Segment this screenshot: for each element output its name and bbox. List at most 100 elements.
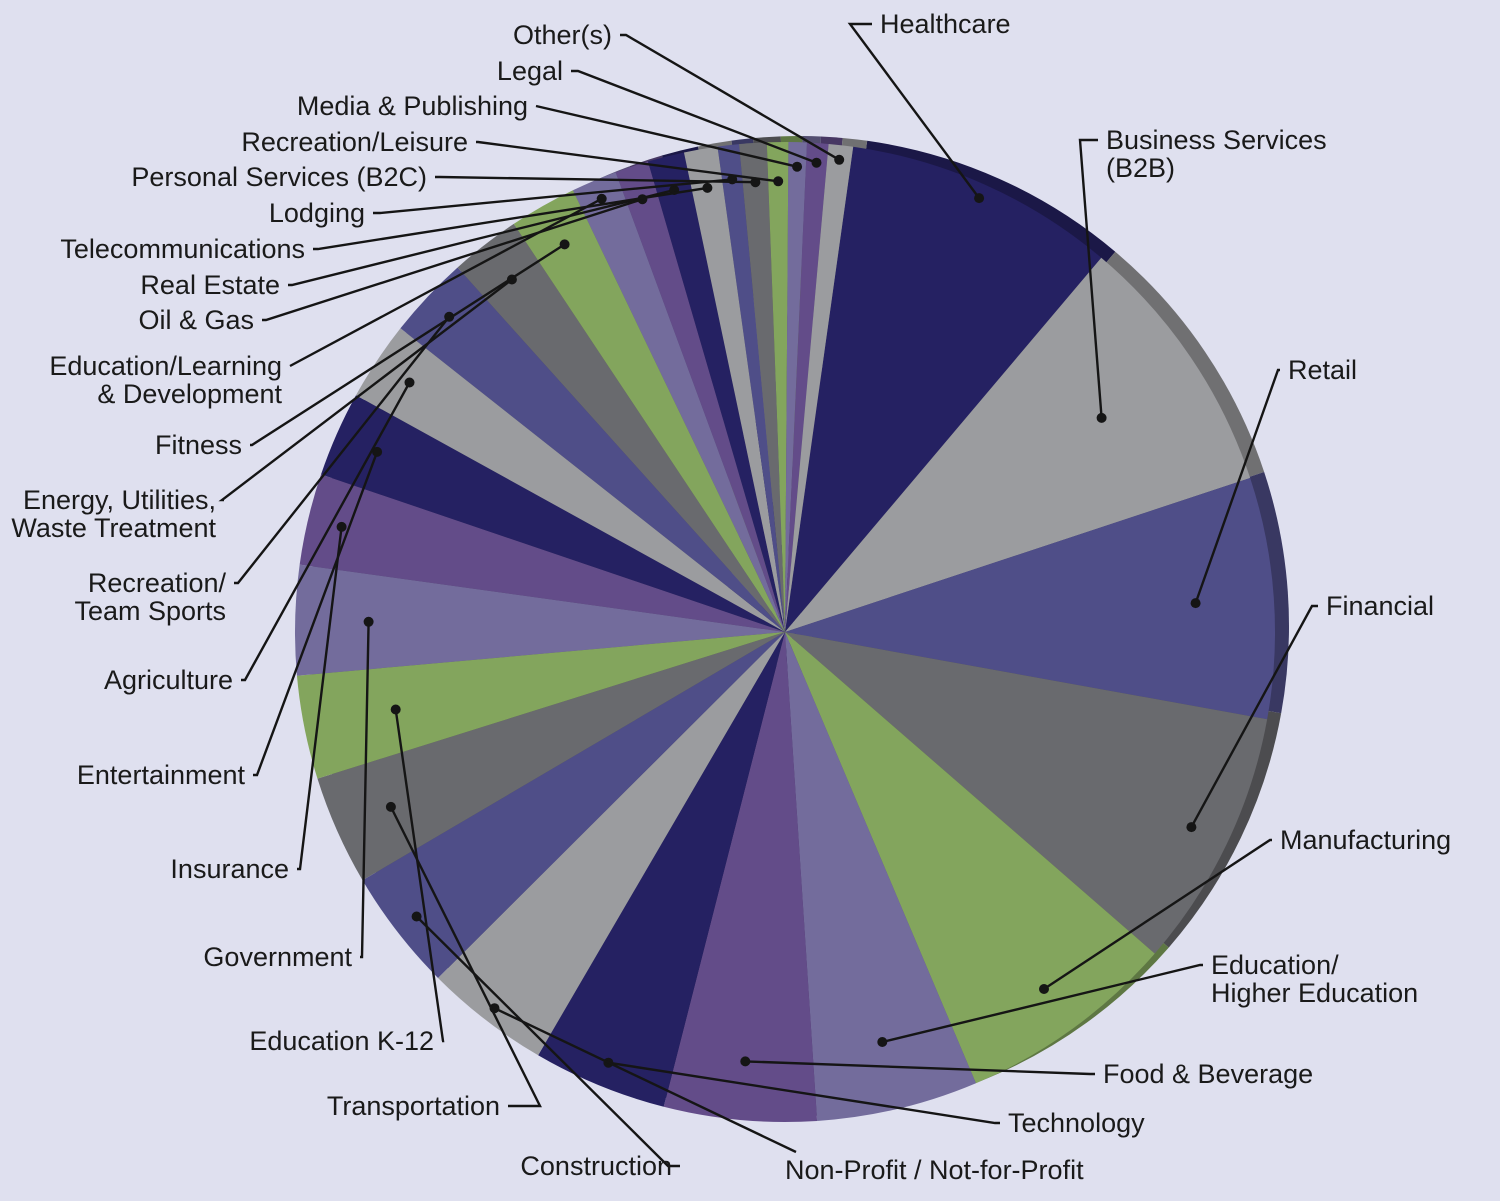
leader-line-fitness — [250, 243, 566, 447]
slice-retail — [785, 477, 1275, 720]
leader-line-education-learning-development — [289, 197, 603, 368]
slice-real-estate — [647, 152, 785, 632]
slice-label-transportation: Transportation — [327, 1091, 500, 1121]
leader-dot-manufacturing — [1039, 984, 1049, 994]
leader-line-recreation-leisure — [476, 140, 779, 183]
slice-label-education-higher-education: Education/Higher Education — [1211, 950, 1418, 1008]
slice-label-recreation-leisure: Recreation/Leisure — [241, 127, 468, 157]
slice-label-telecommunications: Telecommunications — [60, 234, 305, 264]
slice-other-s — [785, 143, 854, 632]
slice-label-business-services-b2b: Business Services (B2B) — [1106, 125, 1327, 183]
slice-label-construction: Construction — [520, 1151, 672, 1181]
leader-line-other-s — [620, 33, 840, 161]
slice-lodging — [717, 144, 785, 632]
leader-line-telecommunications — [313, 186, 708, 251]
leader-line-recreation-team-sports — [234, 316, 451, 585]
leader-line-legal — [571, 69, 817, 164]
pie-slices — [294, 141, 1275, 1123]
slice-telecommunications — [683, 146, 785, 633]
slice-healthcare — [785, 146, 1102, 632]
slice-labels: Healthcare Business Services (B2B) Retail Fi… — [11, 9, 1451, 1185]
leader-dot-construction — [411, 911, 422, 922]
slice-construction — [362, 632, 785, 978]
slice-recreation-leisure — [766, 141, 789, 632]
slice-manufacturing — [785, 632, 1155, 1084]
leader-line-lodging — [373, 178, 733, 215]
slice-education-higher-education — [785, 632, 976, 1121]
leader-dot-business-services-b2b — [1096, 412, 1107, 423]
slice-insurance — [299, 474, 785, 632]
leader-line-agriculture — [241, 381, 411, 682]
slice-label-personal-services-b2c: Personal Services (B2C) — [131, 162, 427, 192]
slice-oil-gas — [615, 161, 785, 633]
leader-dot-healthcare — [974, 193, 985, 204]
leader-dot-retail — [1190, 598, 1201, 609]
slice-label-oil-gas: Oil & Gas — [138, 305, 254, 335]
leader-line-education-k-12 — [394, 709, 445, 1043]
slice-food-beverage — [663, 632, 818, 1123]
leader-dot-legal — [811, 157, 822, 168]
leader-line-insurance — [297, 526, 343, 871]
slice-label-energy-utilities-waste-treatment: Energy, Utilities, Waste Treatment — [11, 485, 216, 543]
slice-financial — [785, 632, 1268, 954]
slice-label-agriculture: Agriculture — [104, 665, 233, 695]
slice-education-k-12 — [296, 632, 785, 779]
leader-dot-agriculture — [404, 377, 415, 388]
leader-line-personal-services-b2c — [435, 175, 756, 184]
leader-line-entertainment — [253, 451, 379, 777]
slice-label-food-beverage: Food & Beverage — [1103, 1059, 1313, 1089]
leader-line-retail — [1194, 368, 1280, 604]
leader-line-media-publishing — [535, 104, 798, 168]
slice-fitness — [513, 190, 785, 632]
leader-line-real-estate — [288, 188, 675, 287]
leader-line-food-beverage — [745, 1060, 1095, 1076]
slice-energy-utilities-waste-treatment — [457, 223, 785, 632]
leader-dot-entertainment — [372, 446, 383, 457]
leader-line-financial — [1190, 604, 1318, 828]
slice-media-publishing — [785, 142, 807, 632]
slice-label-non-profit-not-for-profit: Non-Profit / Not-for-Profit — [785, 1155, 1084, 1185]
slice-education-learning-development — [572, 172, 785, 632]
slice-label-media-publishing: Media & Publishing — [297, 91, 528, 121]
slice-label-insurance: Insurance — [170, 854, 289, 884]
slice-non-profit-not-for-profit — [438, 632, 785, 1056]
leader-line-business-services-b2b — [1078, 138, 1103, 418]
slice-label-lodging: Lodging — [269, 198, 365, 228]
slice-label-recreation-team-sports: Recreation/Team Sports — [74, 568, 226, 626]
leader-line-government — [360, 621, 370, 959]
slice-personal-services-b2c — [739, 142, 785, 632]
leader-dot-transportation — [385, 801, 396, 812]
slice-label-other-s: Other(s) — [513, 20, 612, 50]
leader-dot-financial — [1186, 822, 1197, 833]
slice-label-technology: Technology — [1008, 1108, 1145, 1138]
label-leaders — [218, 22, 1318, 1168]
leader-dot-recreation-leisure — [773, 176, 784, 187]
leader-line-healthcare — [847, 22, 981, 199]
slice-agriculture — [356, 328, 785, 632]
slice-legal — [785, 142, 829, 633]
slice-label-education-learning-development: Education/Learning & Development — [49, 351, 282, 409]
leader-line-education-higher-education — [882, 963, 1203, 1044]
slice-label-financial: Financial — [1326, 591, 1434, 621]
slice-recreation-team-sports — [400, 267, 785, 632]
leader-dot-education-higher-education — [877, 1037, 888, 1047]
slice-label-government: Government — [203, 942, 352, 972]
leader-line-energy-utilities-waste-treatment — [218, 278, 513, 502]
leader-dot-fitness — [559, 239, 570, 250]
slice-label-entertainment: Entertainment — [77, 760, 246, 790]
slice-label-manufacturing: Manufacturing — [1280, 825, 1451, 855]
leader-line-manufacturing — [1043, 838, 1272, 991]
leader-dot-other-s — [834, 154, 845, 165]
leader-dot-education-k-12 — [390, 704, 401, 715]
leader-line-non-profit-not-for-profit — [493, 1007, 797, 1154]
leader-dot-insurance — [336, 521, 347, 532]
leader-line-construction — [415, 915, 680, 1168]
slice-label-retail: Retail — [1288, 355, 1357, 385]
leader-dot-telecommunications — [702, 182, 713, 193]
slice-entertainment — [321, 395, 785, 632]
slice-label-fitness: Fitness — [155, 430, 242, 460]
slice-label-healthcare: Healthcare — [880, 9, 1011, 39]
slice-business-services-b2b — [785, 257, 1251, 632]
leader-line-transportation — [389, 806, 542, 1108]
